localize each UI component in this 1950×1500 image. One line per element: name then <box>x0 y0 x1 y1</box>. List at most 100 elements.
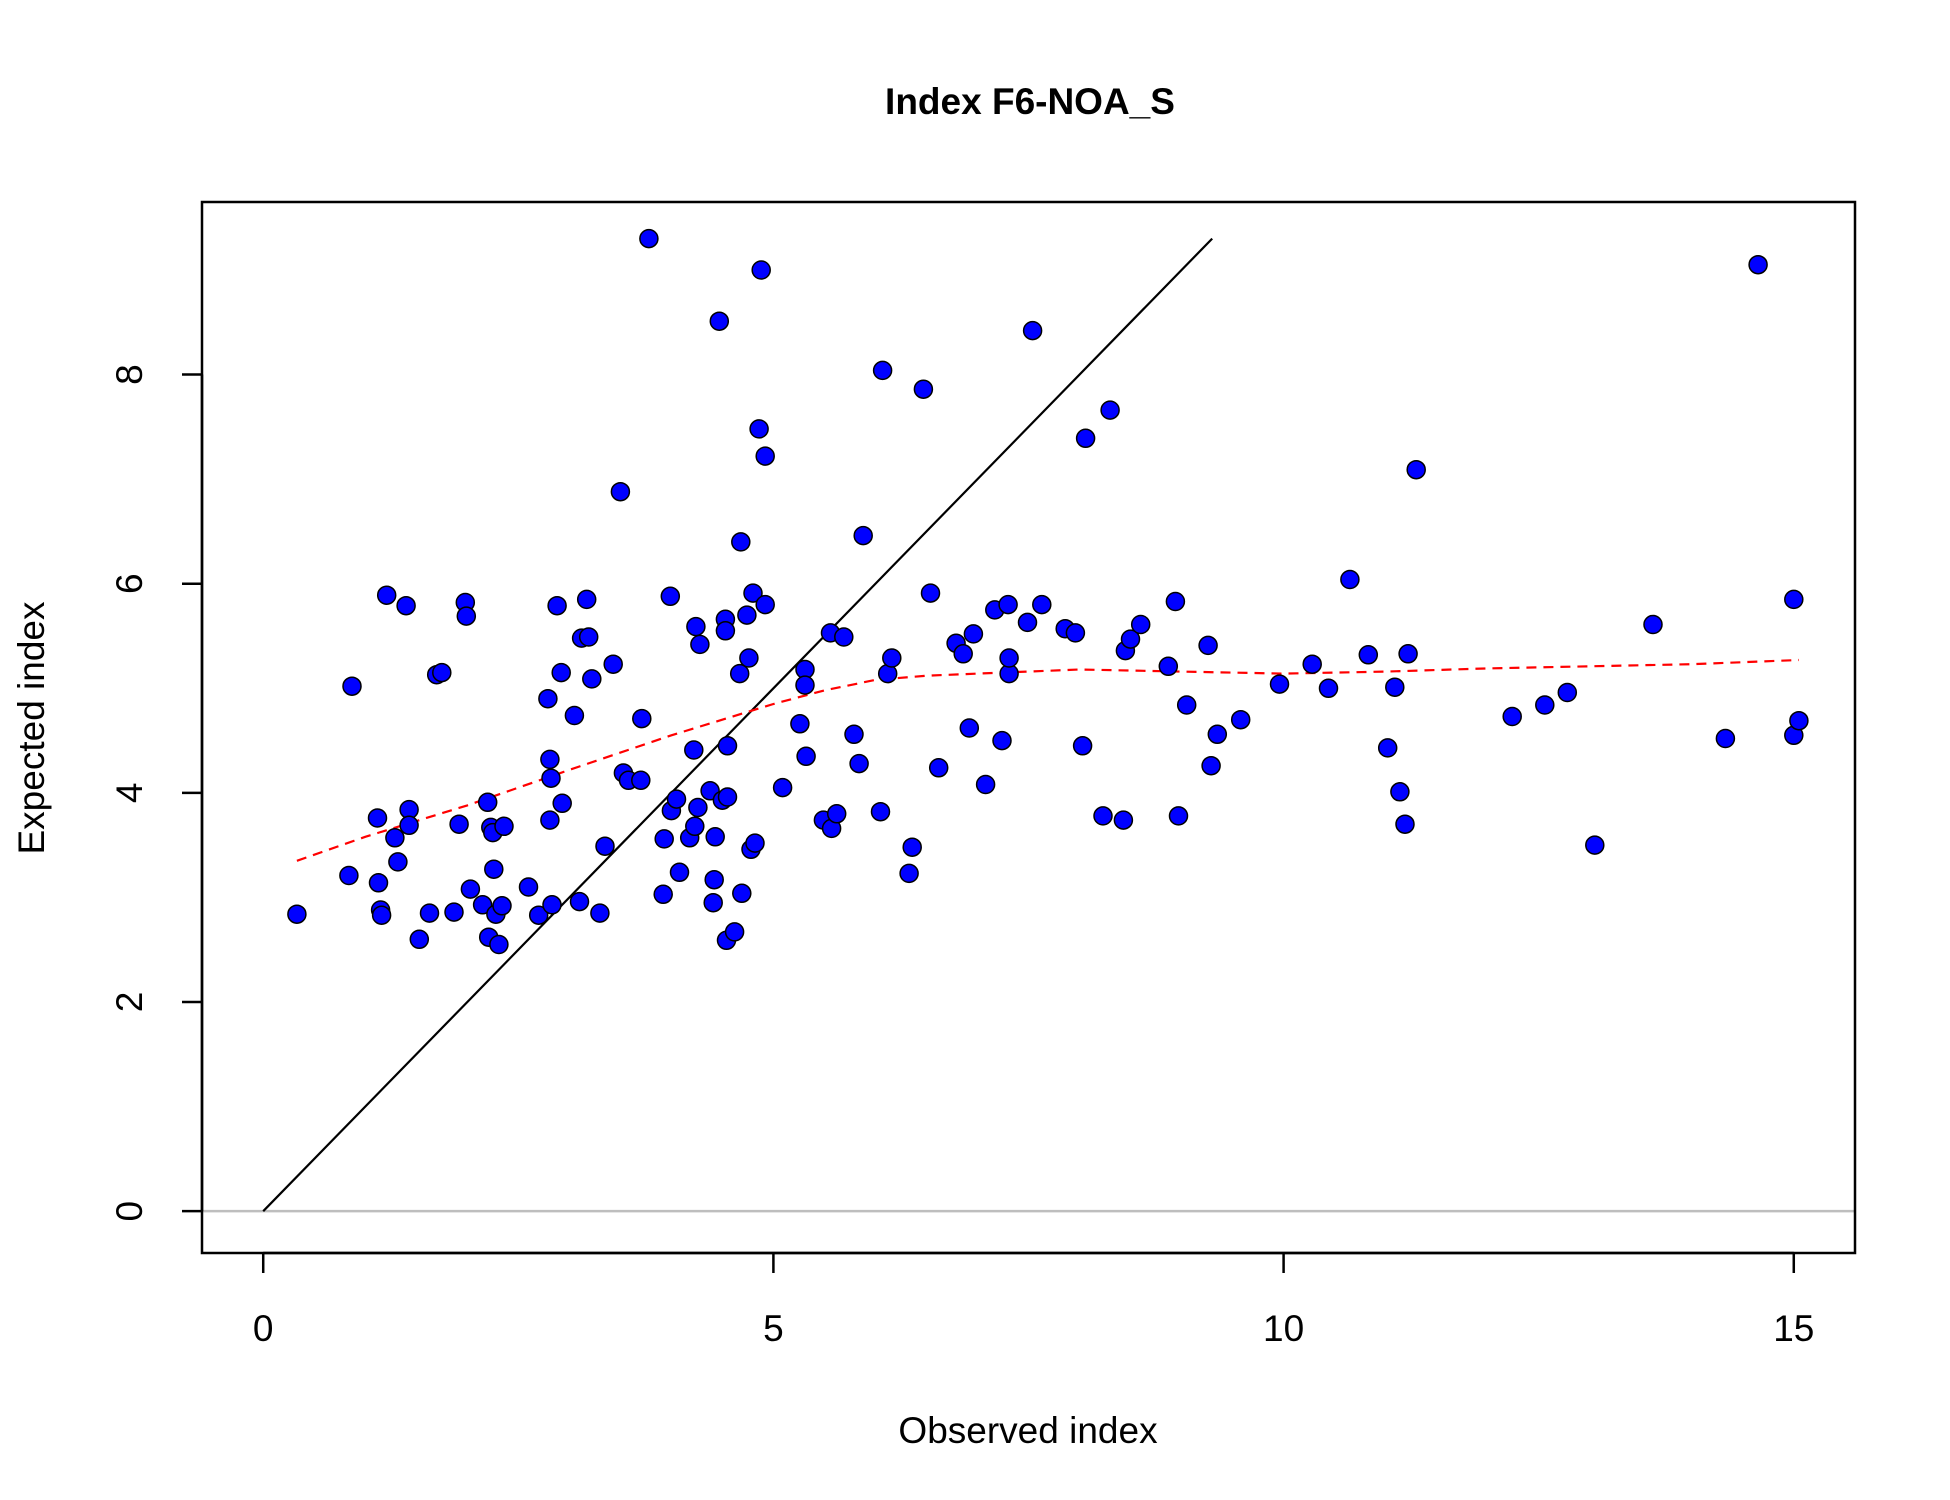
x-tick-label: 10 <box>1263 1308 1304 1349</box>
scatter-point <box>368 873 389 893</box>
scatter-point <box>632 708 652 729</box>
scatter-point <box>542 895 562 915</box>
scatter-point <box>1032 594 1052 615</box>
scatter-point <box>1230 709 1251 730</box>
scatter-point <box>899 863 919 884</box>
y-tick-label: 0 <box>109 1201 150 1222</box>
scatter-point <box>653 884 673 905</box>
scatter-point <box>432 662 452 683</box>
scatter-point <box>1017 612 1038 633</box>
y-tick-label: 6 <box>109 573 150 594</box>
x-axis: 0 5 10 15 <box>253 1251 1814 1349</box>
scatter-point <box>590 903 610 923</box>
smooth-trend-line <box>296 658 1799 862</box>
scatter-point <box>902 837 922 857</box>
scatter-point <box>449 814 469 834</box>
scatter-point <box>795 675 815 695</box>
scatter-point <box>834 627 854 647</box>
scatter-point <box>1165 591 1186 612</box>
scatter-point <box>1198 635 1218 656</box>
scatter-point <box>547 595 567 616</box>
scatter-point <box>631 770 651 791</box>
x-tick-label: 0 <box>253 1308 274 1349</box>
scatter-point <box>1158 656 1179 677</box>
scatter-point <box>685 816 705 837</box>
x-tick-label: 5 <box>763 1308 784 1349</box>
scatter-point <box>1168 806 1189 826</box>
scatter-point <box>472 895 493 915</box>
scatter-point <box>477 792 498 813</box>
scatter-point <box>660 586 681 607</box>
scatter-point <box>1201 755 1221 776</box>
scatter-point <box>444 902 464 922</box>
lines-layer <box>262 237 1799 1212</box>
scatter-point <box>538 688 558 709</box>
scatter-point <box>751 260 771 280</box>
scatter-point <box>1406 459 1426 480</box>
scatter-point <box>913 379 934 399</box>
scatter-point <box>456 606 477 626</box>
scatter-point <box>540 810 560 830</box>
scatter-point <box>743 583 763 603</box>
scatter-point <box>669 862 690 883</box>
scatter-point <box>582 669 602 689</box>
scatter-point <box>603 654 623 674</box>
scatter-point <box>724 922 745 942</box>
scatter-point <box>1358 645 1379 665</box>
scatter-point <box>576 589 597 610</box>
scatter-point <box>755 594 775 615</box>
scatter-point <box>1398 644 1418 664</box>
scatter-point <box>959 718 980 738</box>
scatter-point <box>686 616 706 637</box>
scatter-point <box>1585 835 1605 855</box>
scatter-point <box>342 676 362 696</box>
scatter-point <box>595 836 615 856</box>
scatter-point <box>1318 678 1339 699</box>
scatter-point <box>1093 806 1113 826</box>
scatter-point <box>1075 428 1096 449</box>
scatter-point <box>717 736 738 756</box>
scatter-point <box>872 360 893 381</box>
y-tick-label: 4 <box>109 783 150 804</box>
scatter-point <box>1065 623 1086 643</box>
scatter-point <box>484 859 504 879</box>
scatter-point <box>844 724 864 745</box>
scatter-point <box>541 768 561 788</box>
scatter-point <box>1100 400 1120 420</box>
scatter-point <box>849 753 869 774</box>
scatter-point <box>704 869 724 890</box>
scatter-point <box>1120 629 1141 649</box>
scatter-point <box>1390 782 1410 802</box>
scatter-point <box>796 746 816 767</box>
scatter-point <box>999 648 1019 668</box>
scatter-point <box>1395 814 1415 834</box>
scatter-point <box>963 624 984 644</box>
scatter-point <box>419 903 440 923</box>
scatter-point <box>1385 677 1405 697</box>
scatter-point <box>1113 810 1134 830</box>
scatter-point <box>492 896 512 916</box>
scatter-point <box>376 585 397 605</box>
scatter-point <box>1022 320 1043 341</box>
scatter-point <box>731 532 751 552</box>
scatter-point <box>732 883 752 904</box>
x-axis-label: Observed index <box>898 1410 1158 1451</box>
scatter-point <box>992 730 1012 751</box>
y-tick-label: 8 <box>109 364 150 385</box>
scatter-point <box>870 801 891 822</box>
x-tick-label: 15 <box>1773 1308 1814 1349</box>
scatter-point <box>399 815 419 836</box>
scatter-point <box>920 583 941 603</box>
scatter-point <box>690 634 710 655</box>
scatter-point <box>1748 254 1768 275</box>
scatter-point <box>1643 614 1663 635</box>
scatter-point <box>684 740 704 760</box>
scatter-point <box>1207 724 1228 745</box>
scatter-point <box>666 789 687 809</box>
scatter-point <box>367 808 388 828</box>
scatter-point <box>705 827 725 847</box>
scatter-point <box>1176 695 1197 715</box>
scatter-point <box>371 905 392 925</box>
scatter-point <box>882 648 902 668</box>
scatter-point <box>460 879 481 899</box>
